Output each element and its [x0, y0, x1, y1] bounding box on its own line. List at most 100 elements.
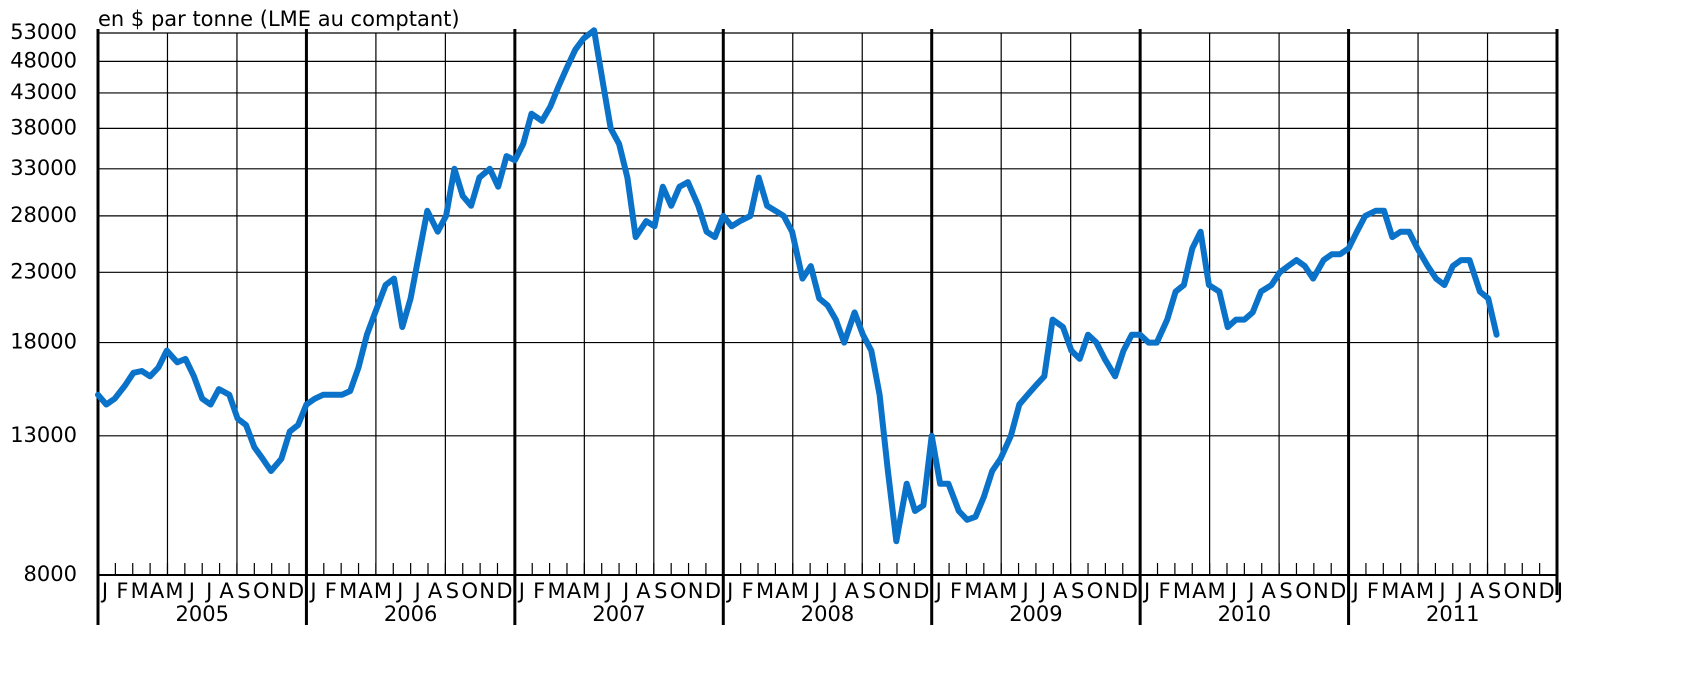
- month-label: A: [1470, 579, 1485, 603]
- month-label: O: [461, 579, 478, 603]
- month-label: N: [1105, 579, 1121, 603]
- month-label: F: [325, 579, 337, 603]
- year-label: 2009: [1009, 602, 1062, 626]
- month-label: A: [1192, 579, 1207, 603]
- month-label: D: [705, 579, 721, 603]
- y-tick-label: 43000: [10, 80, 77, 104]
- month-label: O: [878, 579, 895, 603]
- month-label: D: [1539, 579, 1555, 603]
- month-label: J: [1229, 579, 1237, 603]
- month-label: D: [1330, 579, 1346, 603]
- month-label: F: [1158, 579, 1170, 603]
- month-label: A: [150, 579, 165, 603]
- month-label: M: [165, 579, 183, 603]
- month-label: F: [1367, 579, 1379, 603]
- month-label: S: [446, 579, 459, 603]
- line: [95, 27, 1500, 545]
- month-label: A: [219, 579, 234, 603]
- month-label: M: [999, 579, 1017, 603]
- month-label: N: [479, 579, 495, 603]
- month-label: A: [984, 579, 999, 603]
- month-label: M: [582, 579, 600, 603]
- month-label: M: [756, 579, 774, 603]
- month-label: M: [1173, 579, 1191, 603]
- month-label: J: [812, 579, 820, 603]
- month-label: S: [1279, 579, 1292, 603]
- month-label: N: [271, 579, 287, 603]
- y-tick-label: 53000: [10, 20, 77, 44]
- month-label: S: [1488, 579, 1501, 603]
- month-label: N: [688, 579, 704, 603]
- month-label: F: [116, 579, 128, 603]
- year-label: 2010: [1218, 602, 1271, 626]
- y-tick-label: 28000: [10, 203, 77, 227]
- month-label: J: [1142, 579, 1150, 603]
- month-label: S: [1071, 579, 1084, 603]
- month-label: A: [845, 579, 860, 603]
- month-label: M: [964, 579, 982, 603]
- month-label: A: [567, 579, 582, 603]
- month-label: O: [1087, 579, 1104, 603]
- month-label: N: [1521, 579, 1537, 603]
- month-label: N: [1313, 579, 1329, 603]
- year-label: 2005: [175, 602, 228, 626]
- month-label: J: [100, 579, 108, 603]
- month-label: A: [775, 579, 790, 603]
- month-label: J: [725, 579, 733, 603]
- month-label: M: [131, 579, 149, 603]
- month-label: A: [1053, 579, 1068, 603]
- month-label: M: [1208, 579, 1226, 603]
- month-label: O: [1504, 579, 1521, 603]
- y-tick-label: 23000: [10, 259, 77, 283]
- month-label: A: [1262, 579, 1277, 603]
- y-tick-label: 48000: [10, 48, 77, 72]
- month-label: J: [395, 579, 403, 603]
- month-label: S: [237, 579, 250, 603]
- month-label: J: [1246, 579, 1254, 603]
- month-label: S: [654, 579, 667, 603]
- y-tick-label: 13000: [10, 423, 77, 447]
- year-label: 2011: [1426, 602, 1479, 626]
- year-label: 2008: [801, 602, 854, 626]
- month-label: J: [187, 579, 195, 603]
- month-label: S: [863, 579, 876, 603]
- month-label: J: [1555, 579, 1563, 603]
- month-label: J: [517, 579, 525, 603]
- y-tick-label: 38000: [10, 115, 77, 139]
- y-tick-label: 18000: [10, 330, 77, 354]
- month-label: J: [621, 579, 629, 603]
- month-label: J: [934, 579, 942, 603]
- month-label: A: [358, 579, 373, 603]
- month-label: F: [950, 579, 962, 603]
- month-label: O: [253, 579, 270, 603]
- month-label: J: [1437, 579, 1445, 603]
- year-label: 2006: [384, 602, 437, 626]
- month-label: J: [308, 579, 316, 603]
- month-label: J: [1020, 579, 1028, 603]
- month-label: M: [791, 579, 809, 603]
- month-label: O: [1295, 579, 1312, 603]
- month-label: F: [533, 579, 545, 603]
- month-label: J: [204, 579, 212, 603]
- chart-title: en $ par tonne (LME au comptant): [98, 7, 460, 31]
- month-label: A: [428, 579, 443, 603]
- month-label: J: [1350, 579, 1358, 603]
- month-label: N: [896, 579, 912, 603]
- month-label: M: [1381, 579, 1399, 603]
- year-label: 2007: [592, 602, 645, 626]
- month-label: J: [829, 579, 837, 603]
- month-label: M: [374, 579, 392, 603]
- month-label: J: [1038, 579, 1046, 603]
- month-label: J: [604, 579, 612, 603]
- month-label: O: [670, 579, 687, 603]
- month-label: J: [1455, 579, 1463, 603]
- month-label: D: [913, 579, 929, 603]
- month-label: F: [742, 579, 754, 603]
- month-label: D: [496, 579, 512, 603]
- y-tick-label: 33000: [10, 156, 77, 180]
- month-label: J: [413, 579, 421, 603]
- month-label: D: [1122, 579, 1138, 603]
- month-label: M: [1416, 579, 1434, 603]
- month-label: D: [288, 579, 304, 603]
